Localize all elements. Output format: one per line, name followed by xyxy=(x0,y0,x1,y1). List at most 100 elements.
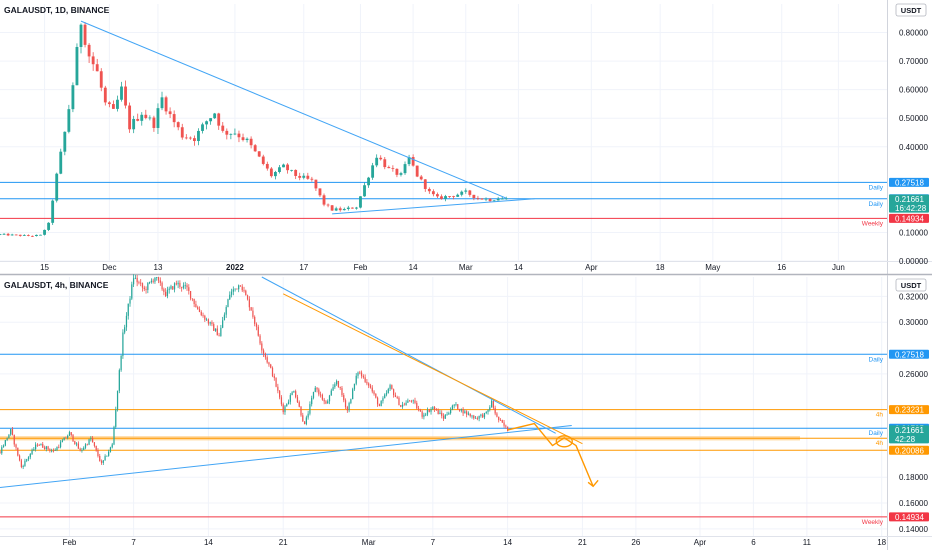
candle xyxy=(18,454,21,462)
levels: Daily 4h Daily 4h Weekly xyxy=(0,353,887,526)
candle xyxy=(30,235,34,237)
candle xyxy=(364,374,366,384)
candle xyxy=(253,144,257,152)
trendline xyxy=(332,198,535,215)
level-price-tag-bg xyxy=(889,349,929,359)
candle xyxy=(2,444,5,448)
candle xyxy=(214,328,217,332)
candle xyxy=(249,136,253,149)
candle xyxy=(26,458,28,463)
candle xyxy=(188,136,192,140)
candle xyxy=(106,455,108,457)
candle xyxy=(192,135,196,146)
price-tick-label: 0.32000 xyxy=(899,292,928,301)
candle xyxy=(471,414,473,419)
candle xyxy=(238,284,240,293)
candle xyxy=(100,459,103,465)
level-tag: Daily xyxy=(869,430,884,437)
candle xyxy=(275,377,277,388)
level-price-tag: 0.14934 xyxy=(895,214,924,223)
candle xyxy=(265,161,269,171)
candle xyxy=(79,23,83,54)
level-price-tag-bg xyxy=(889,177,929,187)
candle xyxy=(389,383,391,392)
candle xyxy=(446,411,448,416)
candle xyxy=(188,284,190,295)
candle xyxy=(336,379,338,386)
time-tick-label: 26 xyxy=(631,538,640,547)
level-price-tag: 0.20086 xyxy=(895,446,924,455)
candle xyxy=(111,100,115,109)
chart-title: GALAUSDT, 4h, BINANCE xyxy=(4,280,109,290)
candle xyxy=(120,81,123,102)
candle xyxy=(184,134,188,140)
candle xyxy=(67,104,71,134)
candle xyxy=(127,303,129,320)
candles xyxy=(0,22,508,237)
currency-selector[interactable]: USDT xyxy=(895,3,927,17)
candle xyxy=(286,403,288,407)
candle xyxy=(302,173,306,180)
candle xyxy=(176,121,180,131)
candle xyxy=(421,410,423,419)
candle xyxy=(24,458,26,467)
candle xyxy=(87,43,91,64)
candle xyxy=(334,382,336,389)
candle xyxy=(243,286,245,293)
candle xyxy=(59,440,62,449)
candle xyxy=(431,189,435,197)
candle xyxy=(52,448,55,453)
candle xyxy=(476,416,478,421)
candle xyxy=(271,366,274,378)
candle xyxy=(371,162,375,180)
candle xyxy=(229,133,233,140)
4h-pane: Daily 4h Daily 4h Weekly 0.32000 0.30000 0.2600… xyxy=(0,274,932,550)
candle xyxy=(143,285,145,292)
candle xyxy=(427,187,431,194)
candle xyxy=(410,399,413,403)
projection-path xyxy=(507,422,594,487)
candle xyxy=(375,154,379,168)
currency-label: USDT xyxy=(901,6,922,15)
candle xyxy=(296,394,299,403)
candle xyxy=(125,312,128,331)
candle xyxy=(95,58,99,72)
candle xyxy=(202,312,204,318)
time-tick-label: 21 xyxy=(578,538,587,547)
candle xyxy=(40,443,42,446)
candle xyxy=(496,412,498,418)
time-axis: 15 Dec 13 2022 17 Feb 14 Mar 14 Apr 18 May 16 Jun xyxy=(40,263,845,272)
candle xyxy=(236,288,238,290)
currency-selector[interactable]: USDT xyxy=(895,278,927,292)
candle xyxy=(54,448,56,451)
candle xyxy=(74,440,76,445)
candle xyxy=(330,205,334,211)
candle xyxy=(325,400,327,405)
candle xyxy=(156,276,158,281)
time-tick-label: Feb xyxy=(63,538,77,547)
candle xyxy=(380,400,382,407)
candle xyxy=(473,414,475,420)
price-tick-label: 0.10000 xyxy=(899,228,928,237)
candle xyxy=(499,418,502,421)
candle xyxy=(262,348,265,357)
candle xyxy=(65,436,67,439)
candle xyxy=(395,168,399,178)
candle xyxy=(254,315,256,327)
candle xyxy=(387,387,389,394)
candle xyxy=(498,416,500,423)
candle xyxy=(436,192,439,199)
candle xyxy=(180,123,184,140)
price-tick-label: 0.80000 xyxy=(899,29,928,38)
candle xyxy=(417,405,420,412)
candle xyxy=(462,407,464,417)
candle xyxy=(95,445,97,452)
candle xyxy=(350,398,352,405)
candle xyxy=(88,438,90,446)
candle xyxy=(10,233,14,236)
candle xyxy=(29,453,31,460)
candle xyxy=(182,282,185,290)
candle xyxy=(144,109,148,120)
candle xyxy=(298,400,300,408)
time-tick-label: 18 xyxy=(656,263,665,272)
